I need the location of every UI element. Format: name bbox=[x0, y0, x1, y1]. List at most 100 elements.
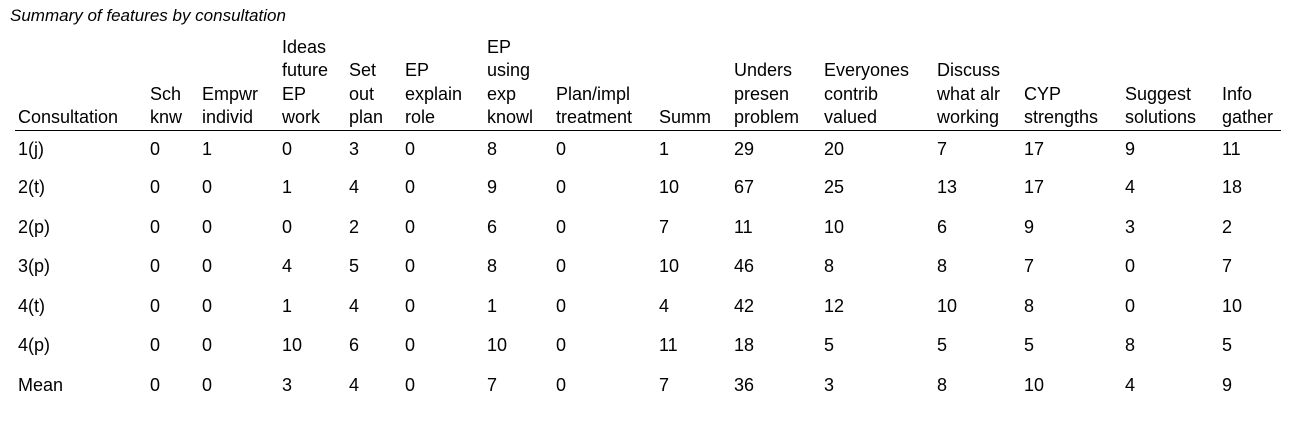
column-header-line: Discuss bbox=[937, 60, 1001, 81]
column-header-line: Plan/impl bbox=[556, 83, 631, 104]
table-cell: 7 bbox=[937, 139, 948, 160]
table-cell: 0 bbox=[556, 374, 567, 395]
column-header-line: what alr bbox=[937, 83, 1001, 104]
table-cell: 0 bbox=[556, 256, 567, 277]
row-label-cell: 3(p) bbox=[18, 256, 51, 277]
table-cell: 18 bbox=[734, 335, 755, 356]
table-row: Mean 0 0 3 4 0 7 0 7 36 3 8 10 4 9 bbox=[15, 366, 1281, 406]
column-header-ep-explain-role: EP explain role bbox=[402, 36, 484, 132]
table-cell: 2 bbox=[1222, 216, 1233, 237]
table-cell: 4 bbox=[1125, 177, 1136, 198]
table-cell: 0 bbox=[405, 295, 416, 316]
column-header-line: EP bbox=[405, 60, 430, 81]
table-cell: 7 bbox=[1024, 256, 1035, 277]
table-cell: 10 bbox=[937, 295, 958, 316]
column-header-line: EP bbox=[282, 83, 307, 104]
table-cell: 5 bbox=[1024, 335, 1035, 356]
table-cell: 8 bbox=[824, 256, 835, 277]
column-header-cyp-strengths: CYP strengths bbox=[1021, 36, 1122, 132]
table-cell: 0 bbox=[556, 139, 567, 160]
table-cell: 8 bbox=[937, 374, 948, 395]
column-header-everyones-contrib-valued: Everyones contrib valued bbox=[821, 36, 934, 132]
column-header-line: Empwr bbox=[202, 83, 259, 104]
table-header-row: Consultation Sch knw Empwr individ Ideas futur… bbox=[15, 36, 1281, 132]
column-header-line: explain bbox=[405, 83, 463, 104]
column-header-line: knowl bbox=[487, 106, 534, 127]
table-cell: 46 bbox=[734, 256, 755, 277]
table-cell: 0 bbox=[150, 177, 161, 198]
table-cell: 10 bbox=[487, 335, 508, 356]
column-header-empwr-individ: Empwr individ bbox=[199, 36, 279, 132]
table-row: 3(p) 0 0 4 5 0 8 0 10 46 8 8 7 0 7 bbox=[15, 247, 1281, 287]
table-cell: 0 bbox=[405, 177, 416, 198]
column-header-ep-using-exp-knowl: EP using exp knowl bbox=[484, 36, 553, 132]
table-cell: 20 bbox=[824, 139, 845, 160]
table-cell: 12 bbox=[824, 295, 845, 316]
table-cell: 10 bbox=[659, 256, 680, 277]
column-header-line: strengths bbox=[1024, 106, 1099, 127]
column-header-line: contrib bbox=[824, 83, 879, 104]
table-cell: 11 bbox=[659, 335, 678, 356]
table-cell: 0 bbox=[150, 256, 161, 277]
table-cell: 4 bbox=[282, 256, 293, 277]
table-cell: 11 bbox=[1222, 139, 1241, 160]
table-row: 1(j) 0 1 0 3 0 8 0 1 29 20 7 17 9 11 bbox=[15, 131, 1281, 169]
table-cell: 0 bbox=[150, 216, 161, 237]
table-cell: 0 bbox=[150, 374, 161, 395]
table-cell: 0 bbox=[556, 295, 567, 316]
table-cell: 3 bbox=[1125, 216, 1136, 237]
table-cell: 8 bbox=[487, 256, 498, 277]
column-header-line: Consultation bbox=[18, 106, 119, 127]
column-header-line: working bbox=[937, 106, 1000, 127]
column-header-plan-impl-treatment: Plan/impl treatment bbox=[553, 36, 656, 132]
column-header-line: exp bbox=[487, 83, 517, 104]
table-cell: 0 bbox=[1125, 256, 1136, 277]
table-cell: 0 bbox=[556, 177, 567, 198]
column-header-line: using bbox=[487, 60, 531, 81]
table-cell: 7 bbox=[1222, 256, 1233, 277]
column-header-line: work bbox=[282, 106, 321, 127]
table-cell: 1 bbox=[659, 139, 670, 160]
table-cell: 4 bbox=[349, 295, 360, 316]
table-cell: 3 bbox=[282, 374, 293, 395]
table-cell: 0 bbox=[405, 139, 416, 160]
table-cell: 17 bbox=[1024, 139, 1045, 160]
column-header-line: Everyones bbox=[824, 60, 910, 81]
column-header-line: role bbox=[405, 106, 436, 127]
table-cell: 8 bbox=[487, 139, 498, 160]
table-cell: 10 bbox=[659, 177, 680, 198]
column-header-line: gather bbox=[1222, 106, 1274, 127]
row-label-cell: Mean bbox=[18, 374, 64, 395]
table-cell: 1 bbox=[282, 177, 293, 198]
table-cell: 3 bbox=[824, 374, 835, 395]
table-row: 2(t) 0 0 1 4 0 9 0 10 67 25 13 17 4 18 bbox=[15, 168, 1281, 208]
table-cell: 11 bbox=[734, 216, 753, 237]
table-cell: 2 bbox=[349, 216, 360, 237]
column-header-line: out bbox=[349, 83, 375, 104]
table-cell: 6 bbox=[487, 216, 498, 237]
table-cell: 0 bbox=[282, 139, 293, 160]
table-row: 4(p) 0 0 10 6 0 10 0 11 18 5 5 5 8 5 bbox=[15, 326, 1281, 366]
row-label-cell: 2(p) bbox=[18, 216, 51, 237]
table-cell: 18 bbox=[1222, 177, 1243, 198]
column-header-line: valued bbox=[824, 106, 878, 127]
column-header-line: EP bbox=[487, 37, 512, 57]
table-cell: 10 bbox=[1222, 295, 1243, 316]
column-header-line: presen bbox=[734, 83, 790, 104]
column-header-line: Set bbox=[349, 60, 377, 81]
table-cell: 6 bbox=[349, 335, 360, 356]
table-cell: 1 bbox=[282, 295, 293, 316]
table-cell: 0 bbox=[202, 177, 213, 198]
column-header-sch-knw: Sch knw bbox=[147, 36, 199, 132]
table-cell: 0 bbox=[405, 256, 416, 277]
table-cell: 0 bbox=[202, 216, 213, 237]
table-cell: 0 bbox=[1125, 295, 1136, 316]
table-cell: 1 bbox=[487, 295, 498, 316]
column-header-line: future bbox=[282, 60, 329, 81]
table-cell: 0 bbox=[202, 335, 213, 356]
column-header-line: plan bbox=[349, 106, 384, 127]
table-cell: 5 bbox=[1222, 335, 1233, 356]
table-cell: 36 bbox=[734, 374, 755, 395]
row-label-cell: 4(p) bbox=[18, 335, 51, 356]
table-cell: 0 bbox=[556, 216, 567, 237]
